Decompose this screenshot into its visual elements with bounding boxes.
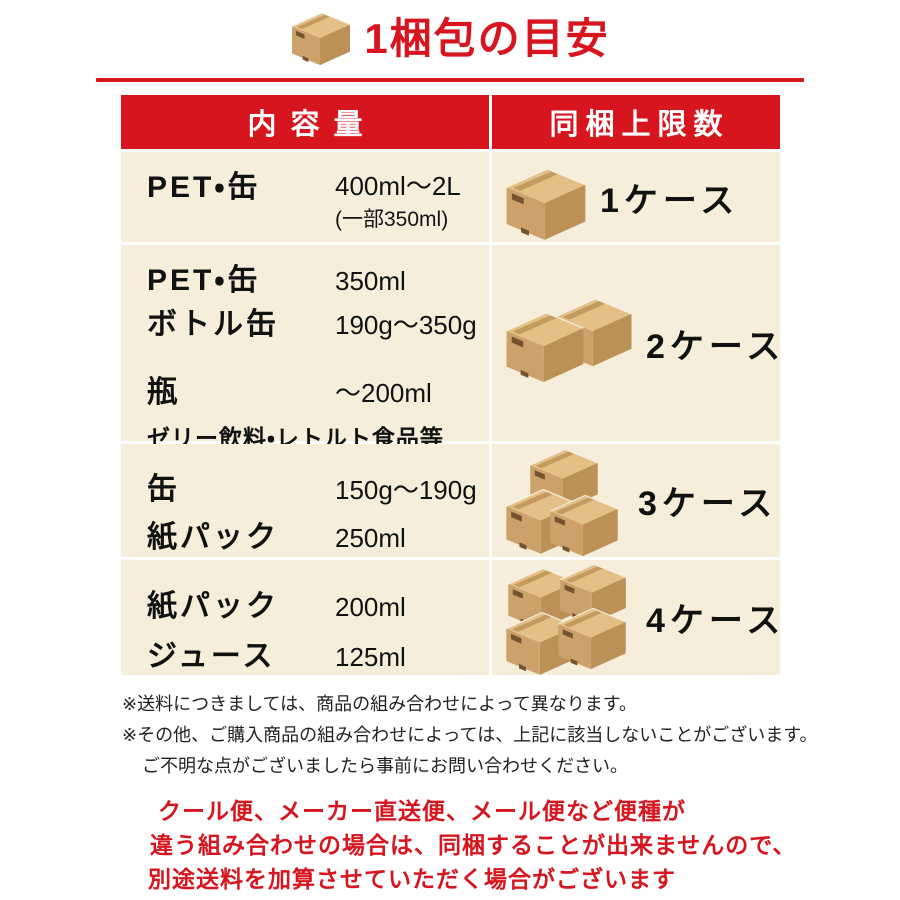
page-title: 1梱包の目安 xyxy=(364,15,610,62)
item-value: 250ml xyxy=(335,523,406,553)
column-header-limit: 同梱上限数 xyxy=(492,95,780,149)
table-row-limit: 3ケース xyxy=(492,444,780,557)
item-name: ジュース xyxy=(147,640,276,673)
case-count-label: 1ケース xyxy=(600,181,740,220)
item-name: PET・缶 xyxy=(147,264,261,297)
item-value: 125ml xyxy=(335,642,406,672)
shipping-warning: クール便、メーカー直送便、メール便など便種が 違う組み合わせの場合は、同梱するこ… xyxy=(148,794,900,896)
content-item: ジュース 125ml xyxy=(147,632,481,682)
table-row-contents: PET・缶 400ml〜2L (一部350ml) xyxy=(121,152,489,242)
table-row-limit: 4ケース xyxy=(492,560,780,675)
content-item: 瓶 〜200ml xyxy=(147,371,481,415)
table-row-contents: 紙パック 200ml ジュース 125ml xyxy=(121,560,489,675)
table-row-contents: PET・缶 350ml ボトル缶 190g〜350g 瓶 〜200ml ゼリー飲… xyxy=(121,245,489,451)
box-cluster-2 xyxy=(504,295,638,391)
column-header-contents: 内容量 xyxy=(121,95,489,149)
content-item: 紙パック 200ml xyxy=(147,582,481,632)
packing-table: 内容量 同梱上限数 PET・缶 400ml〜2L (一部350ml) 1ケース … xyxy=(121,95,780,675)
item-value: 〜200ml xyxy=(335,378,432,408)
table-row-limit: 1ケース xyxy=(492,152,780,242)
item-name: ボトル缶 xyxy=(147,308,279,341)
cardboard-box-icon xyxy=(505,312,585,383)
content-item: PET・缶 350ml xyxy=(147,259,481,303)
item-name: 瓶 xyxy=(147,376,180,409)
content-item: ボトル缶 190g〜350g xyxy=(147,303,481,347)
cardboard-box-icon xyxy=(557,607,627,670)
case-count-label: 2ケース xyxy=(646,327,786,366)
item-value-sub: (一部350ml) xyxy=(335,208,449,231)
note-line: ご不明な点がございましたら事前にお問い合わせください。 xyxy=(142,756,628,776)
item-value: 350ml xyxy=(335,266,406,296)
title-divider xyxy=(96,78,804,82)
content-item: 缶 150g〜190g xyxy=(147,466,481,514)
cardboard-box-icon xyxy=(549,494,619,557)
case-count-label: 3ケース xyxy=(638,485,778,523)
table-row-contents: 缶 150g〜190g 紙パック 250ml xyxy=(121,444,489,557)
warning-line: 別途送料を加算させていただく場合がございます xyxy=(148,866,676,892)
item-values: 400ml〜2L (一部350ml) xyxy=(335,166,461,234)
note-line: ※送料につきましては、商品の組み合わせによって異なります。 xyxy=(122,694,637,714)
warning-line: クール便、メーカー直送便、メール便など便種が xyxy=(158,798,686,824)
box-cluster-1 xyxy=(504,161,592,241)
item-value: 400ml〜2L xyxy=(335,171,461,201)
content-item: 紙パック 250ml xyxy=(147,514,481,562)
cardboard-box-icon xyxy=(505,168,587,241)
item-value: 190g〜350g xyxy=(335,310,477,340)
warning-line: 違う組み合わせの場合は、同梱することが出来ませんので、 xyxy=(150,832,797,858)
item-name: 紙パック xyxy=(147,521,279,554)
item-name: 缶 xyxy=(147,473,180,506)
page-header: 1梱包の目安 xyxy=(0,0,900,70)
item-name: PET・缶 xyxy=(147,171,261,204)
item-value: 150g〜190g xyxy=(335,475,477,505)
table-row-limit: 2ケース xyxy=(492,245,780,441)
note-line: ※その他、ご購入商品の組み合わせによっては、上記に該当しないことがございます。 xyxy=(122,725,818,745)
shipping-notes: ※送料につきましては、商品の組み合わせによって異なります。 ※その他、ご購入商品… xyxy=(122,689,900,782)
box-cluster-4 xyxy=(504,561,638,675)
box-cluster-3 xyxy=(504,446,630,557)
case-count-label: 4ケース xyxy=(646,602,786,640)
content-item: PET・缶 400ml〜2L (一部350ml) xyxy=(147,166,481,234)
item-name: 紙パック xyxy=(147,590,279,623)
item-value: 200ml xyxy=(335,592,406,622)
cardboard-box-icon xyxy=(291,12,351,66)
